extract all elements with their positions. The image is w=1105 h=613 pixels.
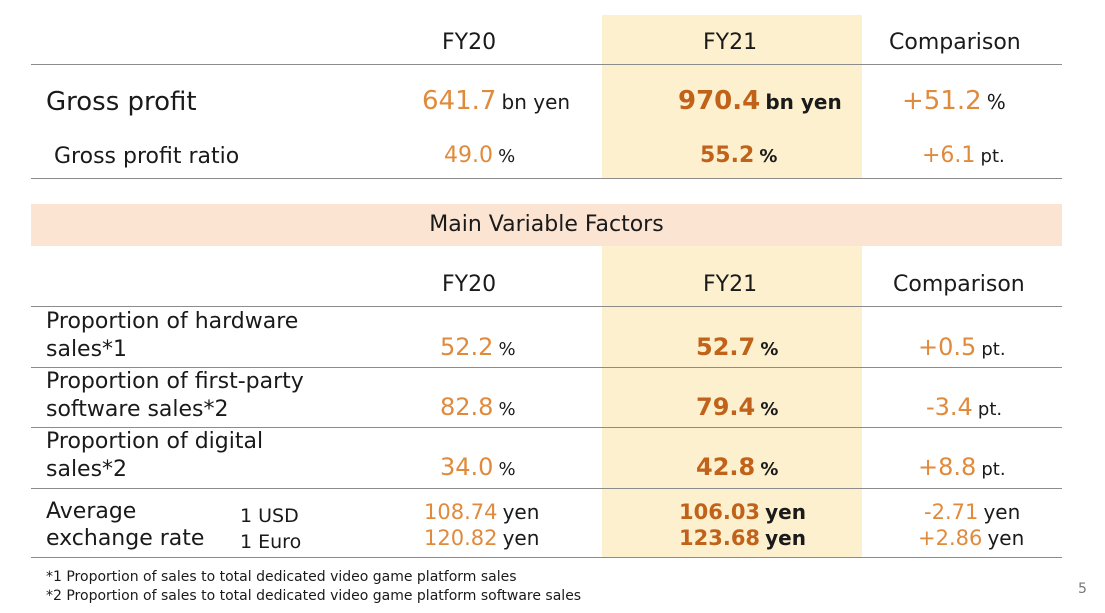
factor-digital-comparison: +8.8 pt. (918, 453, 1006, 481)
factor-digital-fy20: 34.0 % (440, 453, 516, 481)
factor-first-party-fy20: 82.8 % (440, 393, 516, 421)
factor-label-hardware-line1: Proportion of hardware (46, 309, 299, 334)
factor-hardware-fy21: 52.7 % (696, 333, 779, 361)
gross-profit-fy21: 970.4 bn yen (678, 86, 842, 116)
gross-profit-label: Gross profit (46, 87, 197, 117)
factors-bottom-divider (31, 557, 1062, 558)
factor-label-digital: Proportion of digital sales*2 (46, 428, 263, 484)
factor-divider-2 (31, 427, 1062, 428)
usd-fy20: 108.74 yen (424, 500, 540, 524)
factor-label-hardware: Proportion of hardware sales*1 (46, 308, 298, 364)
factor-label-first-party-line1: Proportion of first-party (46, 369, 304, 394)
euro-comparison: +2.86 yen (918, 526, 1025, 550)
factors-header-comparison: Comparison (893, 272, 1025, 297)
currency-usd-label: 1 USD (240, 505, 299, 527)
footnote-2: *2 Proportion of sales to total dedicate… (46, 588, 582, 604)
factor-divider-1 (31, 367, 1062, 368)
euro-fy21: 123.68 yen (679, 526, 806, 550)
factor-digital-fy21: 42.8 % (696, 453, 779, 481)
factor-label-digital-line1: Proportion of digital (46, 429, 264, 454)
top-header-divider (31, 64, 1062, 65)
gross-profit-ratio-fy21: 55.2 % (700, 143, 778, 168)
exchange-rate-label-line1: Average (46, 499, 137, 524)
gross-profit-fy20: 641.7 bn yen (422, 86, 571, 116)
exchange-rate-label-line2: exchange rate (46, 526, 205, 551)
factor-first-party-fy21: 79.4 % (696, 393, 779, 421)
gross-profit-ratio-comparison: +6.1 pt. (922, 143, 1005, 168)
currency-euro-label: 1 Euro (240, 531, 302, 553)
factor-first-party-comparison: -3.4 pt. (926, 393, 1003, 421)
top-header-comparison: Comparison (889, 30, 1021, 55)
page-number: 5 (1078, 581, 1087, 597)
gross-profit-comparison: +51.2 % (902, 86, 1006, 116)
factors-header-fy21: FY21 (703, 272, 758, 297)
usd-comparison: -2.71 yen (924, 500, 1021, 524)
fy21-highlight-top (602, 15, 862, 178)
factor-label-first-party-line2: software sales*2 (46, 397, 229, 422)
top-header-fy21: FY21 (703, 30, 758, 55)
top-table-bottom-divider (31, 178, 1062, 179)
usd-fy21: 106.03 yen (679, 500, 806, 524)
euro-fy20: 120.82 yen (424, 526, 540, 550)
fy21-highlight-bottom (602, 246, 862, 557)
factors-title: Main Variable Factors (429, 212, 664, 237)
gross-profit-ratio-label: Gross profit ratio (54, 144, 240, 169)
factors-header-divider (31, 306, 1062, 307)
factor-label-first-party: Proportion of first-party software sales… (46, 368, 304, 424)
factor-hardware-fy20: 52.2 % (440, 333, 516, 361)
exchange-rate-label: Average exchange rate (46, 498, 204, 552)
factors-title-band: Main Variable Factors (31, 204, 1062, 246)
factors-header-fy20: FY20 (442, 272, 497, 297)
top-header-fy20: FY20 (442, 30, 497, 55)
factor-divider-3 (31, 488, 1062, 489)
factor-hardware-comparison: +0.5 pt. (918, 333, 1006, 361)
footnote-1: *1 Proportion of sales to total dedicate… (46, 569, 517, 585)
factor-label-digital-line2: sales*2 (46, 457, 128, 482)
gross-profit-ratio-fy20: 49.0 % (444, 143, 516, 168)
factor-label-hardware-line2: sales*1 (46, 337, 128, 362)
